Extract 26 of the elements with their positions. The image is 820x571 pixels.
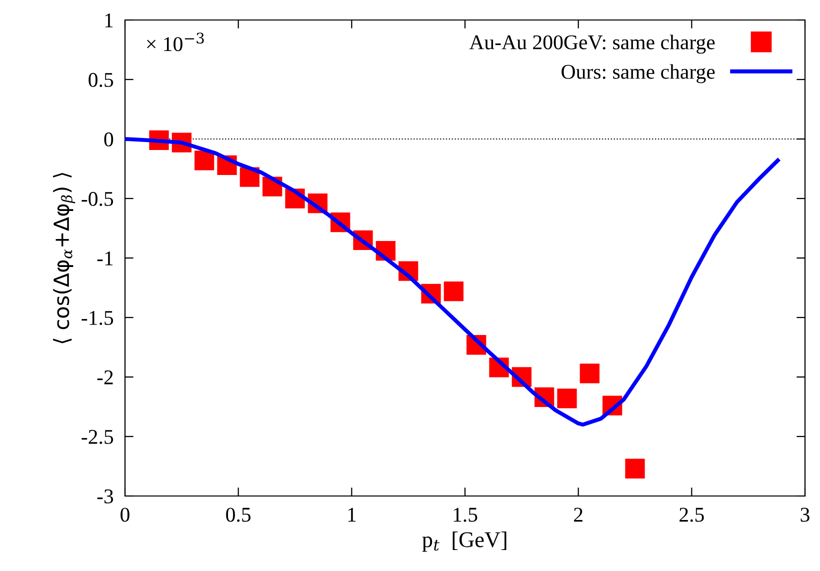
y-tick-label: -3 — [97, 489, 114, 504]
y-tick-label: -2 — [97, 370, 113, 384]
y-tick-label: -1.5 — [82, 310, 114, 326]
x-tick-label: 2.5 — [680, 508, 704, 522]
x-tick-label: 0.5 — [226, 508, 251, 522]
point — [444, 282, 464, 302]
y-tick-label: -1 — [97, 251, 113, 266]
y-axis-title: ⟨ cos(Δφ$_{α}$+Δφ$_{β}$) ⟩ — [53, 172, 76, 344]
legend-label: Ours: same charge — [562, 64, 715, 84]
point — [557, 388, 577, 408]
point — [625, 458, 645, 478]
x-tick-label: 3 — [800, 508, 810, 522]
annotation: × 10$^{−3}$ — [147, 32, 204, 52]
legend-label: Au-Au 200GeV: same charge — [469, 34, 715, 54]
x-tick-label: 2 — [574, 508, 582, 522]
x-axis-title: p$_{t}$ [GeV] — [422, 532, 506, 552]
point — [580, 364, 600, 384]
y-tick-label: -0.5 — [82, 192, 114, 206]
y-tick-label: 0 — [104, 132, 114, 146]
y-tick-label: 1 — [105, 13, 113, 28]
y-tick-label: 0.5 — [88, 72, 114, 88]
x-tick-label: 1 — [348, 508, 356, 522]
x-tick-label: 0 — [120, 508, 130, 522]
y-tick-label: -2.5 — [82, 430, 114, 444]
point — [194, 150, 214, 170]
x-tick-label: 1.5 — [454, 508, 478, 522]
